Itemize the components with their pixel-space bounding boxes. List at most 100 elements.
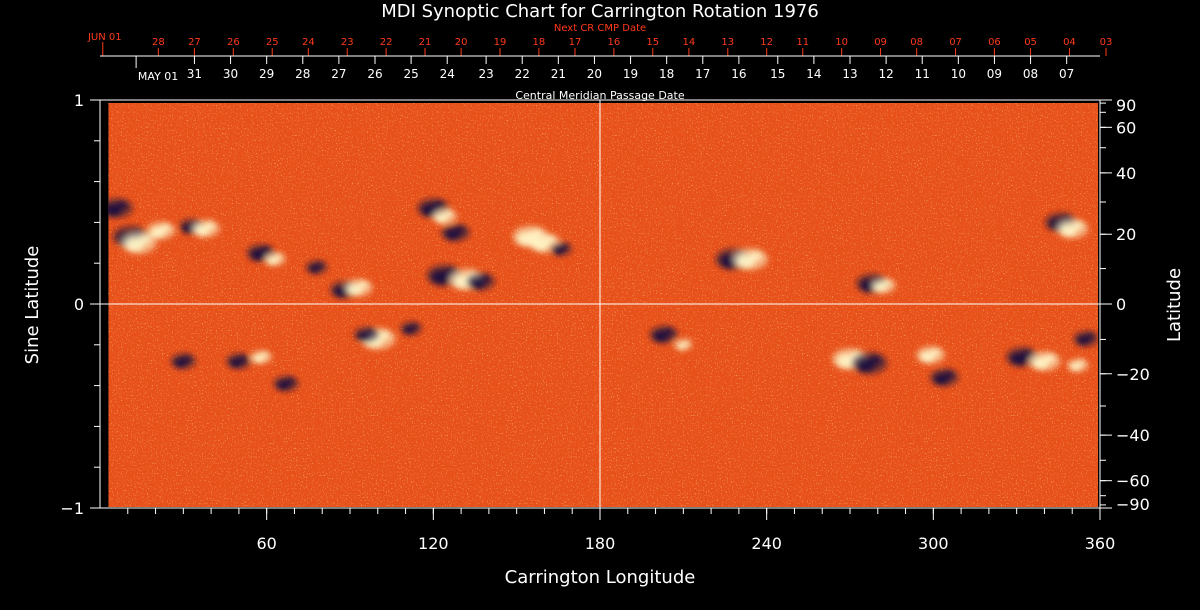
active-region-negative <box>550 242 572 256</box>
cmp-date-label: 11 <box>915 67 930 81</box>
x-tick-label: 360 <box>1085 534 1116 553</box>
cmp-date-label: 07 <box>1059 67 1074 81</box>
x-tick-label: 60 <box>256 534 276 553</box>
cmp-date-label: 21 <box>551 67 566 81</box>
cmp-date-label: 15 <box>770 67 785 81</box>
next-cmp-date-label: 03 <box>1100 37 1113 48</box>
cmp-date-label: 28 <box>295 67 310 81</box>
active-region-positive <box>343 278 373 297</box>
active-region-negative <box>305 260 328 274</box>
next-cmp-date-label: 28 <box>152 37 165 48</box>
active-region-positive <box>191 219 220 238</box>
active-region-negative <box>354 326 380 343</box>
y-left-tick-label: 0 <box>74 295 84 314</box>
cmp-date-label: 20 <box>587 67 602 81</box>
next-cmp-date-label: 08 <box>910 37 923 48</box>
cmp-date-label: 22 <box>515 67 530 81</box>
y-axis-label-left: Sine Latitude <box>22 246 43 365</box>
next-cmp-axis-label: Next CR CMP Date <box>554 23 646 34</box>
y-right-tick-label: 20 <box>1116 225 1136 244</box>
y-right-tick-label: −60 <box>1116 472 1150 491</box>
cmp-date-label: 30 <box>223 67 238 81</box>
active-region-positive <box>916 346 945 364</box>
next-cmp-date-label: 27 <box>188 37 201 48</box>
active-region-positive <box>732 248 768 271</box>
active-region-positive <box>250 350 272 364</box>
next-cmp-date-label: 19 <box>494 37 507 48</box>
x-tick-label: 300 <box>918 534 949 553</box>
chart-title: MDI Synoptic Chart for Carrington Rotati… <box>381 1 819 22</box>
next-cmp-date-label: 14 <box>683 37 696 48</box>
cmp-date-label: 16 <box>731 67 746 81</box>
cmp-date-label: 31 <box>187 67 202 81</box>
y-right-tick-label: −40 <box>1116 426 1150 445</box>
cmp-date-axis: Central Meridian Passage Date MAY 01 31 3… <box>100 55 1100 102</box>
next-cmp-date-label: 07 <box>949 37 962 48</box>
next-cmp-date-label: 20 <box>455 37 468 48</box>
map-noise-light <box>108 103 1099 507</box>
cmp-date-label: 10 <box>951 67 966 81</box>
active-region-negative <box>273 375 299 392</box>
cmp-date-label: 19 <box>623 67 638 81</box>
active-region-positive <box>120 231 157 254</box>
next-cmp-date-label: 26 <box>227 37 240 48</box>
cmp-date-label: 29 <box>259 67 274 81</box>
active-region-positive <box>264 252 286 266</box>
active-region-negative <box>108 198 133 219</box>
active-region-negative <box>649 325 679 344</box>
x-tick-label: 180 <box>585 534 616 553</box>
y-axis-label-right: Latitude <box>1164 268 1185 342</box>
active-region-positive <box>1028 351 1061 372</box>
cmp-date-label: 25 <box>403 67 418 81</box>
cmp-date-label: 27 <box>331 67 346 81</box>
cmp-date-label: 18 <box>659 67 674 81</box>
next-cmp-date-label: 12 <box>760 37 773 48</box>
next-cmp-date-label: 23 <box>341 37 354 48</box>
next-cmp-date-label: 09 <box>874 37 887 48</box>
next-cmp-date-label: 21 <box>419 37 432 48</box>
active-region-positive <box>1066 358 1089 372</box>
next-cmp-date-label: 22 <box>380 37 393 48</box>
y-left-tick-label: 1 <box>74 91 84 110</box>
cmp-date-label: 13 <box>842 67 857 81</box>
next-cmp-date-label: 16 <box>608 37 621 48</box>
active-region-negative <box>226 353 252 369</box>
next-cmp-date-label: 24 <box>302 37 315 48</box>
active-region-positive <box>1056 218 1089 239</box>
next-cmp-month-label: JUN 01 <box>87 32 122 43</box>
active-region-positive <box>674 339 693 351</box>
next-cmp-date-label: 06 <box>988 37 1001 48</box>
y-left-tick-label: −1 <box>60 499 84 518</box>
x-tick-label: 240 <box>751 534 782 553</box>
active-region-negative <box>930 368 959 387</box>
x-axis-label: Carrington Longitude <box>505 567 696 588</box>
next-cmp-date-label: 05 <box>1024 37 1037 48</box>
active-region-negative <box>400 321 422 336</box>
active-region-negative <box>851 352 888 375</box>
y-right-tick-label: 60 <box>1116 118 1136 137</box>
x-tick-label: 120 <box>418 534 449 553</box>
active-region-negative <box>1073 330 1099 347</box>
active-region-positive <box>431 208 458 224</box>
y-right-tick-label: −90 <box>1116 495 1150 514</box>
active-region-positive <box>870 277 896 294</box>
cmp-date-label: 14 <box>806 67 821 81</box>
cmp-date-label: 09 <box>987 67 1002 81</box>
y-right-tick-label: 0 <box>1116 295 1126 314</box>
active-region-negative <box>441 223 470 242</box>
next-cmp-date-label: 13 <box>721 37 734 48</box>
next-cmp-date-label: 04 <box>1063 37 1076 48</box>
next-cmp-date-label: 15 <box>646 37 659 48</box>
magnetogram-map <box>108 103 1099 507</box>
cmp-date-label: 08 <box>1023 67 1038 81</box>
next-cmp-date-label: 11 <box>796 37 809 48</box>
next-cmp-date-axis: Next CR CMP Date JUN 01 28 27 26 25 24 23 22 21… <box>87 23 1112 56</box>
active-region-negative <box>466 272 495 291</box>
next-cmp-date-label: 10 <box>835 37 848 48</box>
cmp-month-label: MAY 01 <box>138 70 178 83</box>
active-region-negative <box>170 353 196 369</box>
cmp-date-label: 12 <box>878 67 893 81</box>
active-region-positive <box>146 221 176 240</box>
cmp-date-label: 24 <box>440 67 455 81</box>
